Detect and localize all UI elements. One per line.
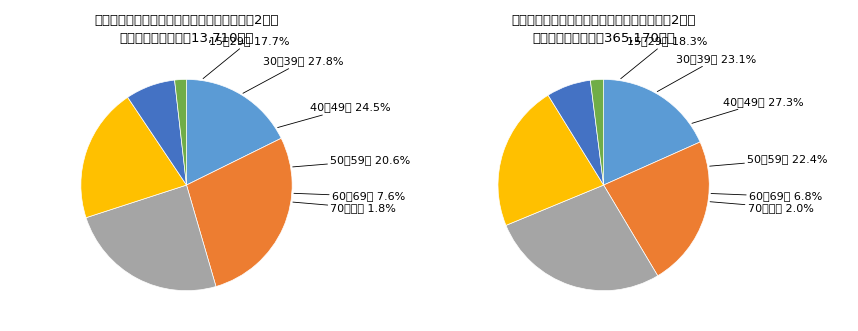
Text: 60〜69歳 6.8%: 60〜69歳 6.8%	[711, 192, 822, 202]
Wedge shape	[590, 79, 604, 185]
Text: 50〜59歳 22.4%: 50〜59歳 22.4%	[710, 155, 828, 166]
Title: 神奈川県内の技術者の年齢別構成内訳（令和2年）
（県内の技術者数　365,170人）: 神奈川県内の技術者の年齢別構成内訳（令和2年） （県内の技術者数 365,170…	[511, 14, 696, 45]
Text: 15〜29歳 18.3%: 15〜29歳 18.3%	[620, 36, 707, 79]
Wedge shape	[498, 95, 604, 225]
Text: 70歳以上 1.8%: 70歳以上 1.8%	[293, 202, 396, 213]
Wedge shape	[174, 79, 186, 185]
Text: 30〜39歳 23.1%: 30〜39歳 23.1%	[657, 54, 757, 92]
Text: 40〜49歳 24.5%: 40〜49歳 24.5%	[278, 102, 390, 127]
Wedge shape	[186, 79, 281, 185]
Text: 70歳以上 2.0%: 70歳以上 2.0%	[710, 202, 813, 213]
Wedge shape	[128, 80, 186, 185]
Text: 40〜49歳 27.3%: 40〜49歳 27.3%	[692, 97, 804, 123]
Wedge shape	[506, 185, 658, 291]
Text: 30〜39歳 27.8%: 30〜39歳 27.8%	[243, 56, 343, 93]
Text: 50〜59歳 20.6%: 50〜59歳 20.6%	[293, 156, 410, 167]
Wedge shape	[604, 79, 700, 185]
Wedge shape	[548, 80, 604, 185]
Wedge shape	[604, 142, 710, 276]
Text: 15〜29歳 17.7%: 15〜29歳 17.7%	[203, 36, 289, 78]
Title: 神奈川県内の研究者の年齢別構成内訳（令和2年）
（県内の研究者数　13,710人）: 神奈川県内の研究者の年齢別構成内訳（令和2年） （県内の研究者数 13,710人…	[94, 14, 279, 45]
Wedge shape	[186, 138, 292, 287]
Wedge shape	[86, 185, 216, 291]
Wedge shape	[81, 97, 186, 218]
Text: 60〜69歳 7.6%: 60〜69歳 7.6%	[294, 191, 405, 201]
